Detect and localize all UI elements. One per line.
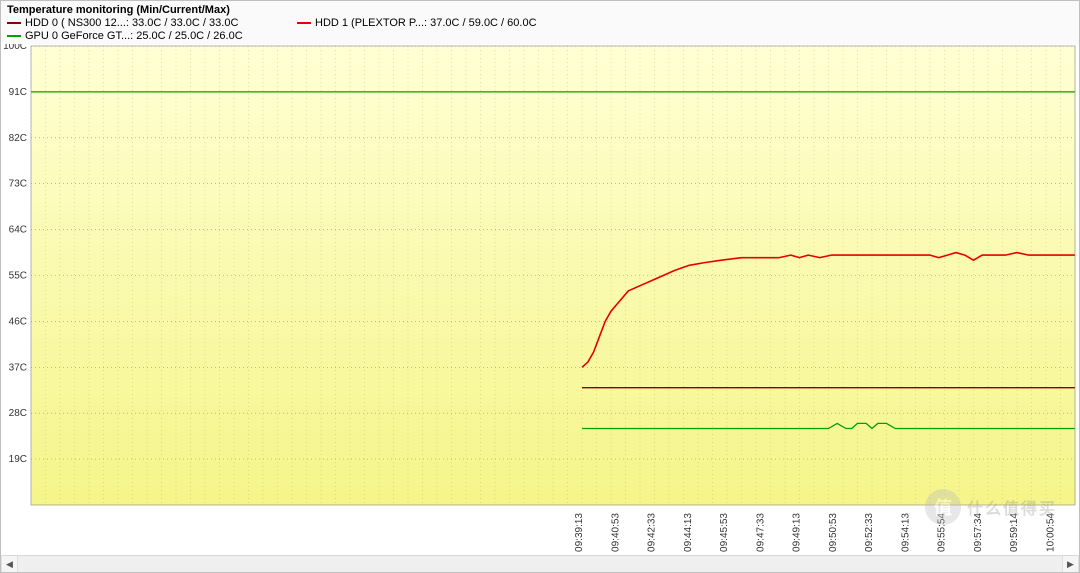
- svg-text:64C: 64C: [9, 225, 27, 236]
- legend-item: HDD 1 (PLEXTOR P...: 37.0C / 59.0C / 60.…: [297, 17, 587, 29]
- svg-text:09:57:34: 09:57:34: [973, 513, 984, 552]
- svg-text:73C: 73C: [9, 179, 27, 190]
- horizontal-scrollbar[interactable]: ◀ ▶: [1, 555, 1079, 572]
- chart-svg: 19C 28C 37C 46C 55C 64C 73C 82C 91C 100C 09:39:13 0…: [1, 44, 1079, 555]
- svg-text:09:54:13: 09:54:13: [900, 513, 911, 552]
- legend-label: HDD 1 (PLEXTOR P...: 37.0C / 59.0C / 60.…: [315, 17, 537, 29]
- legend-item: HDD 0 ( NS300 12...: 33.0C / 33.0C / 33.…: [7, 17, 297, 29]
- chart-title: Temperature monitoring (Min/Current/Max): [7, 4, 1073, 16]
- svg-text:09:42:33: 09:42:33: [647, 513, 658, 552]
- svg-text:09:50:53: 09:50:53: [828, 513, 839, 552]
- svg-text:09:40:53: 09:40:53: [610, 513, 621, 552]
- scroll-right-button[interactable]: ▶: [1062, 556, 1079, 572]
- chart-legend: HDD 0 ( NS300 12...: 33.0C / 33.0C / 33.…: [7, 17, 1073, 29]
- svg-text:09:45:53: 09:45:53: [719, 513, 730, 552]
- legend-label: GPU 0 GeForce GT...: 25.0C / 25.0C / 26.…: [25, 30, 243, 42]
- svg-text:09:44:13: 09:44:13: [683, 513, 694, 552]
- legend-label: HDD 0 ( NS300 12...: 33.0C / 33.0C / 33.…: [25, 17, 238, 29]
- legend-item: GPU 0 GeForce GT...: 25.0C / 25.0C / 26.…: [7, 30, 297, 42]
- scroll-left-button[interactable]: ◀: [1, 556, 18, 572]
- temperature-monitor-panel: Temperature monitoring (Min/Current/Max)…: [0, 0, 1080, 573]
- svg-text:09:47:33: 09:47:33: [755, 513, 766, 552]
- legend-swatch-hdd0: [7, 22, 21, 24]
- chart-legend-row2: GPU 0 GeForce GT...: 25.0C / 25.0C / 26.…: [7, 30, 1073, 42]
- svg-text:37C: 37C: [9, 362, 27, 373]
- chart-area[interactable]: 19C 28C 37C 46C 55C 64C 73C 82C 91C 100C 09:39:13 0…: [1, 44, 1079, 555]
- legend-swatch-hdd1: [297, 22, 311, 24]
- chart-header: Temperature monitoring (Min/Current/Max)…: [1, 1, 1079, 44]
- legend-swatch-gpu0: [7, 35, 21, 37]
- svg-text:19C: 19C: [9, 454, 27, 465]
- svg-text:09:55:54: 09:55:54: [937, 513, 948, 552]
- svg-text:09:49:13: 09:49:13: [792, 513, 803, 552]
- svg-text:91C: 91C: [9, 87, 27, 98]
- svg-text:46C: 46C: [9, 316, 27, 327]
- svg-text:10:00:54: 10:00:54: [1045, 513, 1056, 552]
- svg-text:55C: 55C: [9, 271, 27, 282]
- scroll-track[interactable]: [18, 556, 1062, 572]
- svg-text:09:59:14: 09:59:14: [1009, 513, 1020, 552]
- svg-text:100C: 100C: [3, 44, 27, 52]
- svg-text:82C: 82C: [9, 133, 27, 144]
- svg-text:28C: 28C: [9, 408, 27, 419]
- svg-text:09:52:33: 09:52:33: [864, 513, 875, 552]
- svg-text:09:39:13: 09:39:13: [574, 513, 585, 552]
